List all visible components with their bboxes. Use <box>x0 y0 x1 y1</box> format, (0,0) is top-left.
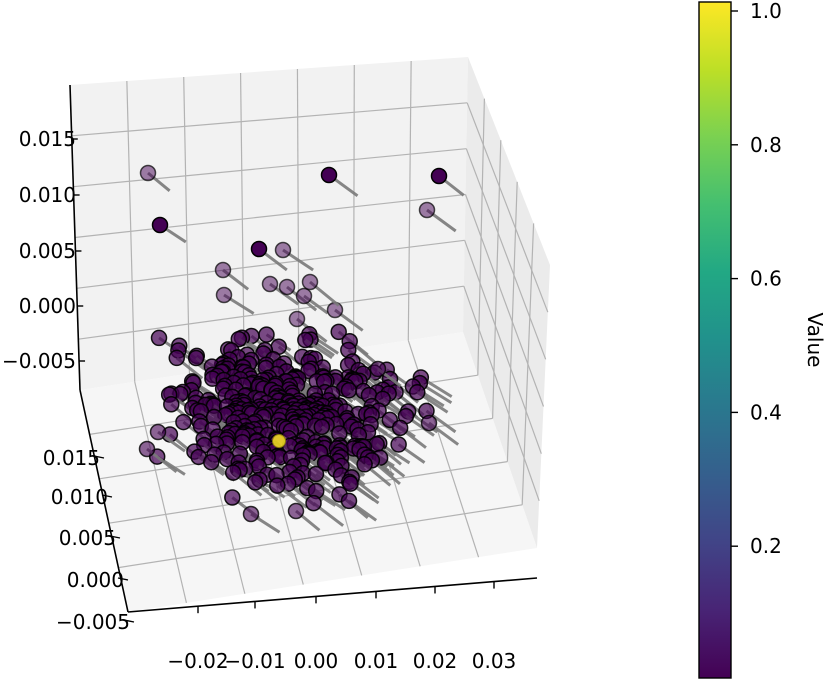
scatter-point <box>287 502 305 520</box>
grid-line <box>74 193 466 239</box>
colorbar: 0.2 0.4 0.6 0.8 1.0 Value <box>698 0 827 679</box>
grid-line <box>134 381 188 603</box>
scatter-point <box>242 505 260 523</box>
axis-ticks: 0.015 0.010 0.005 0.000 −0.005 0.015 0.010 0.00… <box>2 127 516 673</box>
y-axis-tick-mark <box>93 455 105 459</box>
left-pane <box>70 57 468 390</box>
grid-line <box>78 285 464 340</box>
scatter-point <box>138 440 156 458</box>
scatter-point <box>295 287 313 305</box>
scatter-point <box>340 382 358 399</box>
colorbar-tick-label: 0.6 <box>750 267 782 291</box>
colorbar-tick-label: 0.8 <box>750 133 782 157</box>
scatter-points <box>138 164 465 534</box>
scatter-point <box>313 418 331 436</box>
scatter-point <box>326 301 344 319</box>
colorbar-tick-label: 1.0 <box>750 0 782 23</box>
grid-line <box>73 148 467 188</box>
x-axis-line <box>127 577 538 613</box>
scatter-point <box>230 330 248 348</box>
colorbar-ticks: 0.2 0.4 0.6 0.8 1.0 <box>731 0 782 558</box>
grid-line <box>118 504 523 569</box>
colorbar-tick-label: 0.4 <box>750 400 782 424</box>
y-axis-tick-label: −0.005 <box>56 610 130 634</box>
scatter-point <box>390 436 407 453</box>
scatter-point <box>297 331 314 349</box>
scatter-point <box>418 201 436 219</box>
x-axis-tick-label: 0.01 <box>354 649 399 673</box>
scatter-point <box>261 275 279 293</box>
y-axis-line <box>79 389 129 613</box>
scatter-point <box>305 494 322 512</box>
scatter-point <box>163 396 180 413</box>
scatter-point <box>274 241 292 259</box>
scatter-point <box>149 423 167 441</box>
scatter-point <box>330 323 347 341</box>
y-axis-tick-mark <box>101 494 113 498</box>
y-axis-tick-label: 0.015 <box>43 446 100 470</box>
right-pane <box>463 57 550 548</box>
scatter-point <box>187 349 205 367</box>
scatter-point <box>224 464 242 481</box>
highlight-point <box>272 434 286 448</box>
scatter-point <box>258 326 275 343</box>
plot-3d-axes: 0.015 0.010 0.005 0.000 −0.005 0.015 0.010 0.00… <box>2 57 550 673</box>
colorbar-label: Value <box>803 313 827 368</box>
z-axis-tick-label: −0.005 <box>2 349 76 373</box>
grid-lines <box>71 60 549 603</box>
z-axis-line <box>69 84 81 391</box>
scatter-point <box>215 286 233 304</box>
scatter-point <box>369 360 387 378</box>
z-axis-tick-label: 0.010 <box>19 183 76 207</box>
grid-line <box>464 240 542 454</box>
scatter-point <box>250 240 268 258</box>
colorbar-gradient <box>698 1 732 679</box>
scatter-point <box>301 273 319 291</box>
x-axis-tick-label: 0.03 <box>472 649 517 673</box>
scatter-point <box>420 414 438 432</box>
colorbar-tick-label: 0.2 <box>750 534 782 558</box>
scatter-point <box>203 453 220 471</box>
y-axis-tick-mark <box>109 535 121 539</box>
scatter-point <box>356 456 373 473</box>
x-axis-tick-label: −0.02 <box>167 649 228 673</box>
y-axis-tick-label: 0.000 <box>67 568 124 592</box>
scatter-point <box>342 475 359 492</box>
scatter-point <box>340 492 358 510</box>
y-axis-tick-mark <box>123 619 135 623</box>
scatter-point <box>320 166 338 184</box>
grid-line <box>465 148 547 360</box>
scatter-point <box>224 489 241 506</box>
x-axis-tick-label: 0.02 <box>413 649 458 673</box>
grid-line <box>464 194 545 407</box>
scatter-point <box>139 164 157 182</box>
grid-line <box>466 102 549 313</box>
z-axis-tick-label: 0.015 <box>19 127 76 151</box>
scatter-point <box>168 349 186 367</box>
scatter-point <box>430 167 448 185</box>
scatter-point <box>408 384 426 401</box>
scatter-point <box>278 278 296 296</box>
scatter-point <box>307 465 325 483</box>
scatter-point <box>150 329 168 347</box>
scatter-point <box>246 474 264 491</box>
z-axis-tick-label: 0.005 <box>19 239 76 263</box>
scatter-point <box>288 310 306 328</box>
grid-line <box>71 102 468 137</box>
z-axis-tick-label: 0.000 <box>19 294 76 318</box>
x-axis-tick-label: −0.01 <box>224 649 285 673</box>
y-axis-tick-label: 0.005 <box>59 526 116 550</box>
scatter-point <box>391 419 409 437</box>
y-axis-tick-label: 0.010 <box>51 485 108 509</box>
grid-line <box>76 239 465 289</box>
scatter-point <box>269 477 286 494</box>
grid-line <box>463 285 540 502</box>
scatter-point <box>214 261 232 279</box>
scatter-point <box>175 413 192 431</box>
x-axis-tick-label: 0.00 <box>294 649 339 673</box>
scatter-point <box>151 216 169 234</box>
y-axis-tick-mark <box>117 577 129 581</box>
